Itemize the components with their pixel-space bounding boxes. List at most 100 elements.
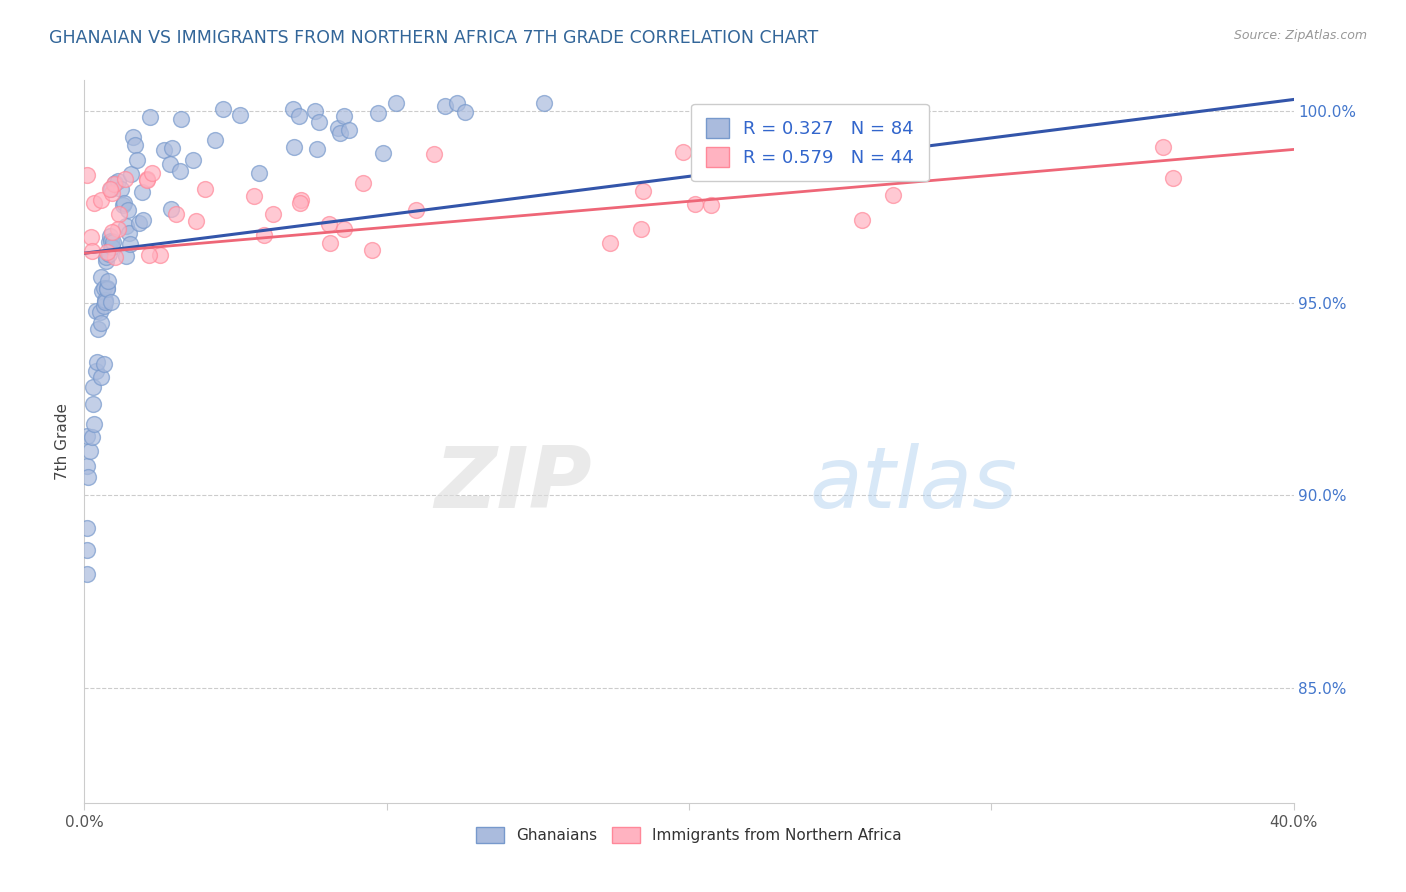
Point — [96, 254, 118, 268]
Point — [165, 206, 187, 220]
Point — [194, 182, 217, 196]
Point — [337, 123, 360, 137]
Point — [93, 281, 115, 295]
Point — [90, 370, 112, 384]
Point — [118, 226, 141, 240]
Point — [96, 251, 118, 265]
Point — [76, 469, 98, 483]
Point — [112, 198, 135, 212]
Point — [98, 235, 121, 249]
Point — [107, 222, 129, 236]
Point — [373, 146, 395, 161]
Point — [304, 103, 326, 118]
Point — [882, 188, 904, 202]
Point — [82, 397, 104, 411]
Point — [100, 182, 122, 196]
Point — [633, 184, 655, 198]
Point — [281, 102, 304, 116]
Point — [851, 212, 873, 227]
Point — [120, 167, 142, 181]
Point — [169, 164, 191, 178]
Point — [353, 176, 375, 190]
Point — [318, 236, 340, 251]
Point — [98, 228, 121, 243]
Text: GHANAIAN VS IMMIGRANTS FROM NORTHERN AFRICA 7TH GRADE CORRELATION CHART: GHANAIAN VS IMMIGRANTS FROM NORTHERN AFR… — [49, 29, 818, 46]
Point — [122, 130, 145, 145]
Point — [160, 202, 183, 216]
Point — [76, 542, 98, 557]
Point — [308, 115, 330, 129]
Point — [243, 189, 266, 203]
Point — [84, 303, 107, 318]
Point — [128, 216, 150, 230]
Point — [76, 567, 98, 582]
Point — [329, 126, 352, 140]
Point — [101, 239, 124, 253]
Point — [114, 219, 136, 234]
Text: ZIP: ZIP — [434, 443, 592, 526]
Point — [305, 142, 328, 156]
Point — [101, 186, 124, 201]
Point — [107, 174, 129, 188]
Point — [204, 133, 226, 147]
Point — [405, 202, 427, 217]
Point — [83, 196, 105, 211]
Point — [290, 196, 312, 211]
Point — [108, 207, 131, 221]
Point — [700, 198, 723, 212]
Point — [333, 109, 356, 123]
Point — [90, 193, 112, 207]
Point — [87, 322, 110, 336]
Point — [96, 245, 118, 260]
Point — [141, 166, 163, 180]
Point — [630, 222, 652, 236]
Point — [120, 237, 142, 252]
Point — [533, 96, 555, 111]
Point — [96, 281, 118, 295]
Point — [86, 355, 108, 369]
Point — [181, 153, 204, 167]
Point — [76, 168, 98, 182]
Point — [332, 221, 354, 235]
Point — [93, 299, 115, 313]
Point — [1161, 171, 1184, 186]
Point — [361, 243, 384, 257]
Point — [1152, 140, 1174, 154]
Point — [247, 166, 270, 180]
Point — [79, 443, 101, 458]
Point — [685, 196, 707, 211]
Point — [290, 193, 312, 207]
Point — [139, 110, 162, 124]
Point — [114, 249, 136, 263]
Point — [127, 153, 149, 167]
Point — [434, 99, 457, 113]
Point — [103, 178, 125, 192]
Point — [89, 305, 111, 319]
Point — [211, 102, 233, 116]
Point — [446, 96, 468, 111]
Point — [160, 141, 183, 155]
Point — [318, 217, 340, 231]
Point — [93, 357, 115, 371]
Point — [184, 213, 207, 227]
Point — [135, 172, 157, 186]
Point — [283, 140, 305, 154]
Point — [100, 234, 122, 248]
Point — [97, 274, 120, 288]
Point — [229, 108, 252, 122]
Point — [96, 282, 118, 296]
Point — [153, 143, 176, 157]
Point — [104, 250, 127, 264]
Point — [367, 106, 389, 120]
Point — [114, 195, 136, 210]
Point — [114, 171, 136, 186]
Point — [328, 121, 350, 136]
Point — [101, 225, 124, 239]
Point — [76, 521, 98, 535]
Point — [170, 112, 193, 126]
Point — [454, 104, 477, 119]
Point — [93, 293, 115, 307]
Point — [423, 147, 446, 161]
Point — [117, 202, 139, 217]
Point — [90, 284, 112, 298]
